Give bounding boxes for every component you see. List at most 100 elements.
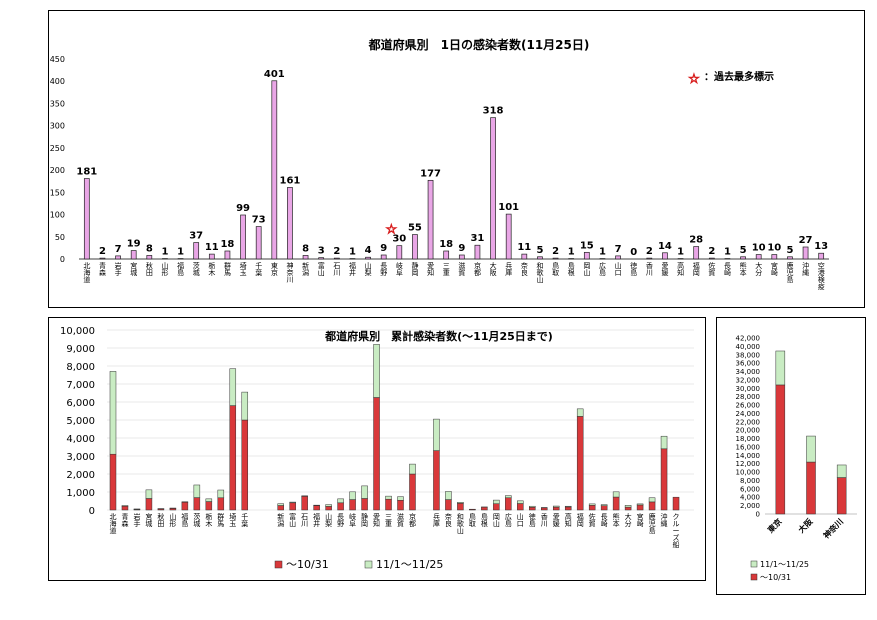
- bar-segment-before-oct31: [588, 505, 596, 511]
- x-tick-label: 長野: [337, 513, 344, 528]
- bar-segment-before-oct31: [373, 397, 380, 511]
- x-tick-label: 大分: [625, 512, 632, 528]
- y-tick-label: 450: [50, 55, 65, 64]
- bar: [396, 245, 403, 260]
- bar: [740, 256, 746, 260]
- y-tick-label: 150: [50, 188, 65, 197]
- y-tick-label: 2,000: [66, 470, 95, 481]
- x-tick-label: 山形: [161, 261, 168, 277]
- x-tick-label: 秋田: [146, 261, 153, 277]
- bar-segment-nov: [301, 495, 308, 497]
- bar-segment-before-oct31: [481, 506, 488, 511]
- x-tick-label: 福岡: [577, 512, 584, 528]
- x-tick-label: 山口: [615, 261, 622, 277]
- x-tick-label: 山口: [517, 512, 524, 528]
- legend-swatch-nov: [364, 560, 373, 569]
- chart-title: 都道府県別 累計感染者数(～11月25日まで): [324, 329, 553, 343]
- bar: [818, 252, 825, 260]
- x-tick-label: 広島: [505, 512, 512, 528]
- bar-segment-nov: [564, 505, 572, 508]
- x-tick-label: 秋田: [157, 512, 164, 528]
- bar-segment-before-oct31: [301, 496, 308, 511]
- y-tick-label: 40,000: [736, 343, 761, 351]
- data-label: 3: [318, 246, 325, 257]
- data-label: 8: [302, 243, 309, 254]
- data-label: 2: [646, 246, 653, 257]
- bar: [583, 251, 590, 260]
- x-tick-label: 兵庫: [433, 512, 440, 528]
- y-tick-label: 4,000: [66, 434, 95, 445]
- y-tick-label: 14,000: [736, 452, 761, 460]
- x-tick-label: 徳島: [529, 512, 536, 528]
- x-tick-label: 大分: [755, 261, 762, 277]
- bar-segment-before-oct31: [385, 498, 392, 511]
- bar-segment-before-oct31: [109, 453, 117, 511]
- data-label: 1: [349, 247, 356, 258]
- y-tick-label: 2,000: [740, 502, 760, 510]
- bar-segment-nov: [121, 505, 129, 507]
- x-tick-label: クルーズ船: [673, 513, 680, 549]
- y-tick-label: 6,000: [66, 398, 95, 409]
- chart-title: 都道府県別 1日の感染者数(11月25日): [368, 37, 590, 52]
- bar: [802, 246, 809, 260]
- bar-segment-nov: [397, 496, 404, 501]
- x-tick-label: 青森: [99, 261, 106, 277]
- x-tick-label: 香川: [646, 261, 653, 277]
- y-tick-label: 10,000: [60, 326, 95, 337]
- bar-segment-nov: [433, 418, 440, 451]
- bar-segment-before-oct31: [409, 473, 416, 511]
- x-tick-label: 富山: [318, 261, 325, 277]
- bar-segment-nov: [529, 505, 536, 508]
- bar-segment-nov: [145, 489, 153, 499]
- x-tick-label: 福島: [177, 261, 184, 277]
- data-label: 11: [517, 242, 531, 253]
- bar-segment-before-oct31: [541, 507, 548, 511]
- bar-segment-before-oct31: [277, 505, 284, 511]
- x-tick-label: 滋賀: [397, 512, 404, 528]
- bar-segment-before-oct31: [217, 497, 225, 511]
- bar-segment-nov: [133, 508, 141, 510]
- bar: [318, 257, 325, 260]
- bar-segment-before-oct31: [624, 506, 632, 511]
- bar-segment-nov: [109, 371, 117, 455]
- x-tick-label: 福島: [181, 512, 188, 528]
- bar: [490, 117, 496, 260]
- bar-segment-before-oct31: [529, 507, 536, 511]
- data-label: 0: [630, 247, 637, 258]
- bar-segment-nov: [517, 500, 524, 504]
- y-tick-label: 200: [50, 166, 65, 175]
- bar: [693, 246, 700, 260]
- y-tick-label: 0: [60, 255, 65, 264]
- x-tick-label: 石川: [301, 513, 308, 528]
- bar: [146, 255, 153, 260]
- y-tick-label: 350: [50, 99, 65, 108]
- bar-segment-before-oct31: [660, 448, 668, 511]
- x-tick-label: 静岡: [411, 261, 418, 277]
- x-tick-label: 徳島: [630, 261, 637, 277]
- bar-segment-before-oct31: [457, 503, 464, 511]
- y-tick-label: 1,000: [66, 488, 95, 499]
- data-label: 9: [458, 243, 465, 254]
- bar: [115, 255, 121, 260]
- y-tick-label: 16,000: [736, 443, 761, 451]
- bar-segment-before-oct31: [349, 499, 356, 511]
- bar: [287, 187, 293, 260]
- bar-segment-before-oct31: [505, 497, 512, 511]
- y-tick-label: 50: [55, 233, 65, 242]
- x-tick-label: 大阪: [490, 261, 497, 277]
- data-label: 161: [280, 175, 301, 186]
- y-tick-label: 4,000: [740, 494, 760, 502]
- y-tick-label: 5,000: [66, 416, 95, 427]
- bar-segment-before-oct31: [145, 498, 153, 511]
- data-label: 10: [767, 243, 781, 254]
- y-tick-label: 10,000: [736, 469, 761, 477]
- x-tick-label: 島根: [481, 512, 488, 528]
- bar: [662, 252, 668, 260]
- x-tick-label: 岡山: [583, 262, 590, 277]
- bar-segment-nov: [445, 491, 452, 500]
- bar-segment-before-oct31: [552, 506, 560, 511]
- bar: [537, 256, 543, 260]
- bar: [505, 213, 512, 260]
- data-label: 181: [76, 167, 97, 178]
- y-tick-label: 20,000: [736, 427, 761, 435]
